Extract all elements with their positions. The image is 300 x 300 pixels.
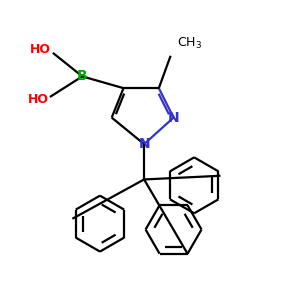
Text: B: B [77,69,88,83]
Text: HO: HO [30,44,51,56]
Text: N: N [168,111,179,124]
Text: CH$_3$: CH$_3$ [176,36,202,51]
Text: HO: HO [27,93,48,106]
Text: N: N [138,137,150,151]
